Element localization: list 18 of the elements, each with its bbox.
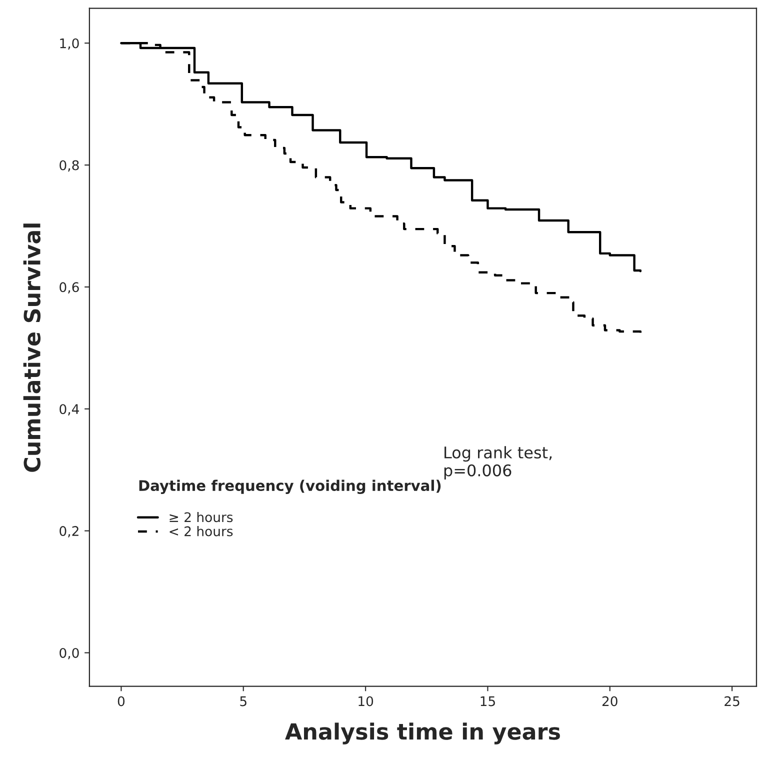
legend-label: < 2 hours	[170, 526, 233, 536]
legend-title: Daytime frequency (voiding interval)	[139, 480, 441, 494]
legend-label: ≥ 2 hours	[170, 512, 233, 522]
x-tick-label: 15	[480, 696, 495, 706]
x-tick-label: 25	[724, 696, 740, 706]
annotation: Log rank test, p=0.006	[444, 446, 552, 480]
x-axis-title: Analysis time in years	[285, 722, 560, 744]
x-tick-label: 20	[602, 696, 618, 706]
y-tick-label: 0,6	[60, 282, 79, 294]
y-axis-title: Cumulative Survival	[23, 224, 41, 472]
y-tick-label: 0,8	[60, 160, 79, 172]
y-tick-label: 0,4	[60, 404, 79, 416]
x-tick-label: 10	[358, 696, 374, 706]
y-tick-label: 1,0	[60, 38, 79, 50]
x-tick-label: 5	[240, 696, 246, 706]
y-tick-label: 0,0	[60, 648, 79, 660]
y-tick-label: 0,2	[60, 526, 78, 538]
x-tick-label: 0	[118, 696, 125, 706]
